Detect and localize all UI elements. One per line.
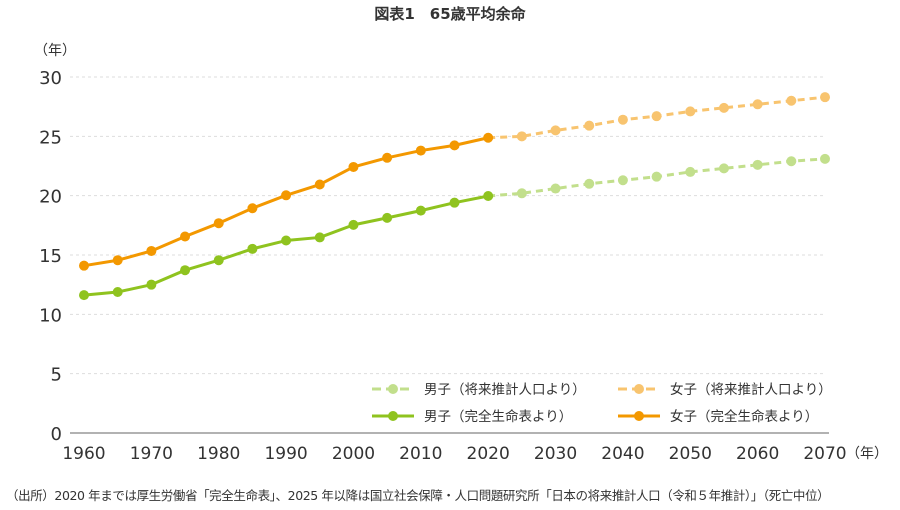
- data-point: [314, 179, 325, 190]
- data-point: [314, 232, 325, 243]
- y-tick-label: 0: [51, 424, 62, 445]
- y-tick-label: 15: [39, 246, 62, 267]
- data-point: [584, 178, 595, 189]
- data-point: [247, 243, 258, 254]
- data-point: [146, 245, 157, 256]
- legend-label: 男子（将来推計人口より）: [424, 382, 586, 398]
- legend-marker: [388, 411, 398, 421]
- x-tick-label: 2010: [399, 444, 442, 464]
- legend-marker: [634, 384, 644, 394]
- x-tick-label: 2050: [669, 444, 712, 464]
- data-point: [786, 156, 797, 167]
- data-point: [752, 159, 763, 170]
- x-axis-unit: （年）: [846, 446, 888, 462]
- legend-marker: [634, 411, 644, 421]
- data-point: [213, 255, 224, 266]
- x-tick-label: 1980: [197, 444, 240, 464]
- data-point: [146, 279, 157, 290]
- data-point: [449, 197, 460, 208]
- x-tick-label: 1990: [264, 444, 307, 464]
- legend-label: 女子（将来推計人口より）: [670, 381, 832, 398]
- data-point: [820, 92, 830, 103]
- data-point: [516, 131, 527, 142]
- data-point: [483, 132, 494, 143]
- x-tick-label: 2030: [534, 444, 577, 464]
- data-point: [382, 152, 393, 163]
- data-point: [281, 235, 292, 246]
- data-point: [415, 145, 426, 156]
- data-point: [550, 183, 561, 194]
- data-point: [584, 120, 595, 131]
- legend-label: 女子（完全生命表より）: [670, 408, 818, 425]
- y-tick-label: 25: [39, 127, 62, 148]
- plot-area: 0 5 10 15 20 25 30 1960 1970 1980 1990 2000 2010 2020…: [39, 68, 847, 464]
- data-point: [180, 265, 191, 276]
- legend-box: [362, 376, 834, 428]
- data-point: [382, 212, 393, 223]
- chart-title: 図表1 65歳平均余命: [374, 5, 526, 23]
- data-point: [651, 111, 662, 122]
- data-point: [617, 175, 628, 186]
- data-point: [752, 99, 763, 110]
- data-point: [820, 153, 830, 164]
- data-point: [617, 114, 628, 125]
- data-point: [213, 218, 224, 229]
- data-point: [550, 125, 561, 136]
- data-point: [180, 231, 191, 242]
- legend-marker: [388, 384, 398, 394]
- data-point: [651, 171, 662, 182]
- series-line: [83, 194, 489, 297]
- series-line: [83, 136, 489, 268]
- y-axis-unit: （年）: [34, 43, 76, 59]
- legend-label: 男子（完全生命表より）: [424, 408, 572, 425]
- data-point: [281, 190, 292, 201]
- data-point: [79, 290, 89, 301]
- x-tick-label: 2020: [467, 444, 510, 464]
- x-tick-label: 2070: [803, 444, 846, 464]
- data-point: [685, 106, 696, 117]
- data-point: [685, 166, 696, 177]
- data-point: [718, 163, 729, 174]
- data-point: [483, 191, 494, 202]
- data-point: [786, 95, 797, 106]
- x-tick-label: 2040: [601, 444, 644, 464]
- data-point: [112, 255, 123, 266]
- y-tick-label: 20: [39, 187, 62, 208]
- data-point: [348, 219, 359, 230]
- data-point: [79, 260, 89, 271]
- source-note: （出所）2020 年までは厚生労働省「完全生命表」、2025 年以降は国立社会保…: [6, 488, 830, 503]
- x-tick-label: 2060: [736, 444, 779, 464]
- data-point: [348, 161, 359, 172]
- data-point: [247, 203, 258, 214]
- y-tick-label: 30: [39, 68, 62, 89]
- data-point: [516, 188, 527, 199]
- y-tick-label: 10: [39, 305, 62, 326]
- data-point: [415, 205, 426, 216]
- data-point: [449, 140, 460, 151]
- x-tick-label: 1960: [62, 444, 105, 464]
- data-point: [112, 287, 123, 298]
- y-tick-label: 5: [51, 365, 62, 386]
- x-tick-label: 2000: [332, 444, 375, 464]
- x-tick-label: 1970: [130, 444, 173, 464]
- data-point: [718, 102, 729, 113]
